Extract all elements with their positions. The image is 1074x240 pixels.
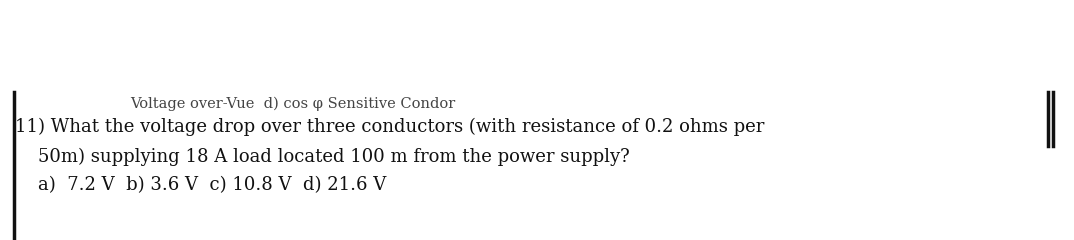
Text: 11) What the voltage drop over three conductors (with resistance of 0.2 ohms per: 11) What the voltage drop over three con… — [15, 118, 765, 136]
Text: Voltage over-Vue  d) cos φ Sensitive Condor: Voltage over-Vue d) cos φ Sensitive Cond… — [130, 97, 455, 111]
Text: a)  7.2 V  b) 3.6 V  c) 10.8 V  d) 21.6 V: a) 7.2 V b) 3.6 V c) 10.8 V d) 21.6 V — [15, 176, 387, 194]
Text: 50m) supplying 18 A load located 100 m from the power supply?: 50m) supplying 18 A load located 100 m f… — [15, 148, 629, 166]
